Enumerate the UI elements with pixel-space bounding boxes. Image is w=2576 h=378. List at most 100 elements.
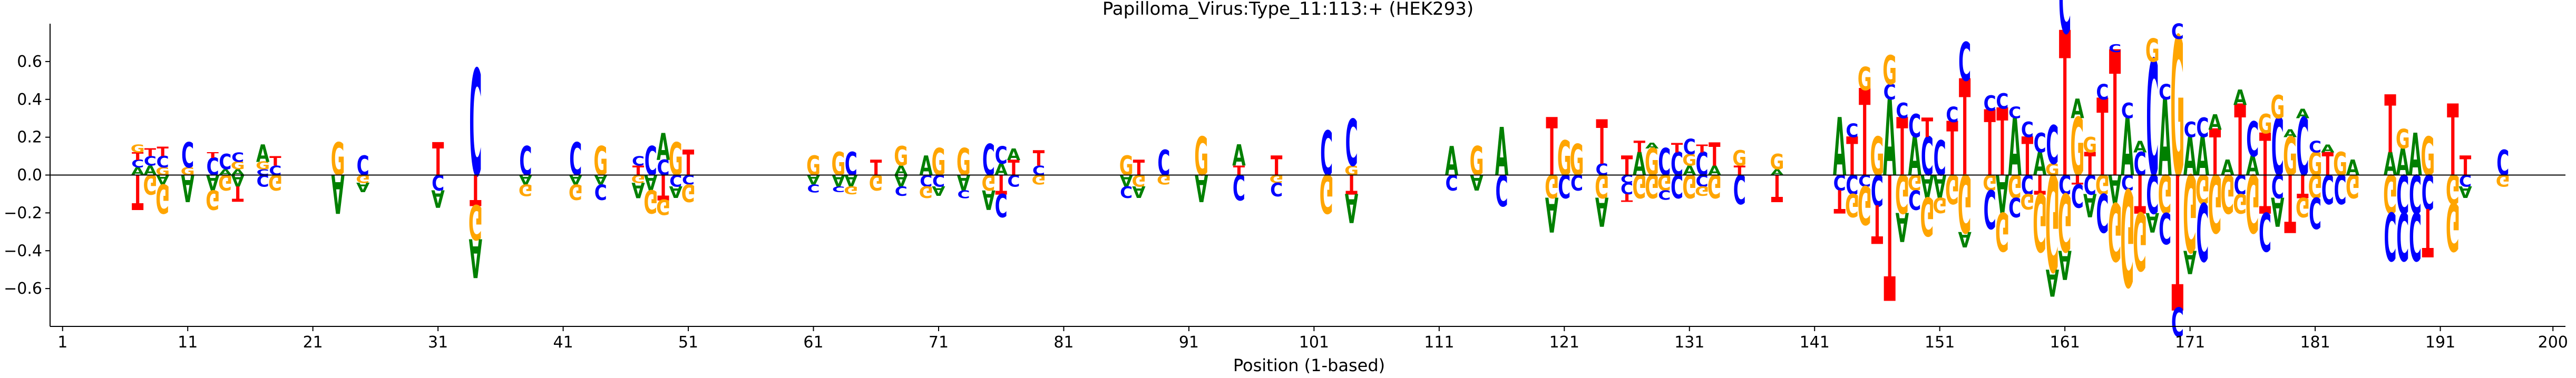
svg-text:C: C <box>645 138 657 184</box>
svg-text:A: A <box>331 162 344 224</box>
svg-text:C: C <box>2409 197 2422 275</box>
svg-text:C: C <box>519 138 532 184</box>
logo-letter-C: C <box>1884 79 1896 104</box>
logo-letter-G: G <box>1858 174 1872 236</box>
svg-text:G: G <box>2383 162 2397 224</box>
svg-text:C: C <box>2459 171 2472 190</box>
logo-letter-G: G <box>894 142 908 172</box>
logo-letter-G: G <box>1732 146 1746 171</box>
x-tick-label: 71 <box>929 333 949 352</box>
x-tick-label: 61 <box>803 333 823 352</box>
svg-text:A: A <box>2321 143 2334 155</box>
logo-letter-T: T <box>1834 182 1846 219</box>
svg-text:G: G <box>932 141 946 184</box>
logo-letter-T: T <box>2259 122 2271 190</box>
svg-text:A: A <box>844 171 858 190</box>
svg-text:T: T <box>2172 131 2183 347</box>
logo-letter-C: C <box>157 153 169 172</box>
logo-letter-C: C <box>2409 162 2422 224</box>
svg-text:C: C <box>1908 183 1921 214</box>
logo-letter-G: G <box>256 160 270 172</box>
svg-text:T: T <box>1621 191 1633 203</box>
svg-text:C: C <box>1007 171 1020 190</box>
svg-text:C: C <box>1658 141 1671 184</box>
logo-letter-T: T <box>2172 131 2183 347</box>
logo-letter-G: G <box>1933 193 1947 217</box>
logo-letter-G: G <box>2020 189 2034 214</box>
svg-text:T: T <box>1959 53 1970 207</box>
svg-text:A: A <box>1132 182 1146 201</box>
logo-letter-C: C <box>2121 170 2134 195</box>
logo-letter-A: A <box>1232 138 1246 173</box>
svg-text:C: C <box>2296 101 2309 194</box>
svg-text:C: C <box>1558 167 1570 204</box>
logo-letter-C: C <box>144 153 157 168</box>
svg-text:C: C <box>2396 197 2409 275</box>
svg-text:G: G <box>1945 165 1959 212</box>
logo-letter-T: T <box>657 166 669 206</box>
logo-letter-A: A <box>2408 122 2422 190</box>
svg-text:G: G <box>2233 187 2247 217</box>
svg-text:C: C <box>2021 117 2034 142</box>
logo-letter-G: G <box>2133 194 2147 287</box>
logo-letter-C: C <box>2021 168 2034 198</box>
logo-letter-A: A <box>1195 166 1208 210</box>
svg-text:T: T <box>1133 155 1145 180</box>
logo-letter-G: G <box>932 141 946 184</box>
svg-text:C: C <box>1846 168 1858 198</box>
logo-letter-T: T <box>1996 88 2008 197</box>
logo-letter-A: A <box>1683 163 1696 178</box>
logo-letter-C: C <box>2271 101 2284 194</box>
logo-letter-C: C <box>1683 135 1696 160</box>
svg-text:A: A <box>894 163 908 178</box>
svg-text:G: G <box>1770 150 1784 174</box>
logo-letter-A: A <box>1883 77 1896 201</box>
logo-letter-C: C <box>657 155 670 180</box>
svg-text:C: C <box>2146 162 2159 224</box>
logo-letter-C: C <box>1007 171 1020 190</box>
svg-text:G: G <box>2008 167 2022 204</box>
logo-letter-A: A <box>231 171 245 190</box>
logo-letter-C: C <box>1695 146 1708 183</box>
svg-text:T: T <box>432 134 444 186</box>
x-tick-label: 191 <box>2425 333 2455 352</box>
logo-letter-C: C <box>2058 0 2071 55</box>
logo-letter-T: T <box>2134 162 2145 224</box>
svg-text:C: C <box>1896 98 1908 123</box>
logo-letter-G: G <box>2095 168 2110 198</box>
logo-letter-T: T <box>632 163 644 178</box>
logo-letter-A: A <box>2183 243 2197 280</box>
svg-text:C: C <box>1320 119 1333 190</box>
logo-letter-C: C <box>257 171 269 190</box>
x-tick-label: 200 <box>2538 333 2568 352</box>
logo-letter-T: T <box>1621 151 1633 182</box>
logo-letter-A: A <box>957 170 971 195</box>
svg-text:A: A <box>1495 113 1508 191</box>
logo-letter-C: C <box>1446 170 1458 195</box>
logo-letter-G: G <box>268 170 282 195</box>
logo-letter-G: G <box>982 170 996 195</box>
logo-letter-C: C <box>2384 197 2397 275</box>
x-tick-label: 121 <box>1549 333 1579 352</box>
svg-text:C: C <box>932 171 945 190</box>
svg-text:C: C <box>144 153 157 168</box>
svg-text:T: T <box>157 144 169 159</box>
svg-text:T: T <box>2447 84 2458 198</box>
svg-text:C: C <box>2309 138 2321 157</box>
logo-letter-C: C <box>181 136 194 176</box>
logo-letter-T: T <box>132 151 144 163</box>
svg-text:A: A <box>1545 186 1558 241</box>
svg-text:G: G <box>2045 161 2060 180</box>
svg-text:A: A <box>2183 243 2197 280</box>
svg-text:A: A <box>1683 163 1696 178</box>
x-axis-label: Position (1-based) <box>1233 355 1385 375</box>
logo-letter-T: T <box>1345 168 1357 198</box>
svg-text:A: A <box>1883 77 1896 201</box>
logo-letter-A: A <box>894 171 908 190</box>
svg-text:G: G <box>806 151 821 182</box>
svg-text:A: A <box>832 171 845 190</box>
logo-letter-T: T <box>1033 146 1045 171</box>
svg-text:C: C <box>1683 135 1696 160</box>
svg-text:C: C <box>269 163 281 178</box>
svg-text:T: T <box>632 163 644 178</box>
